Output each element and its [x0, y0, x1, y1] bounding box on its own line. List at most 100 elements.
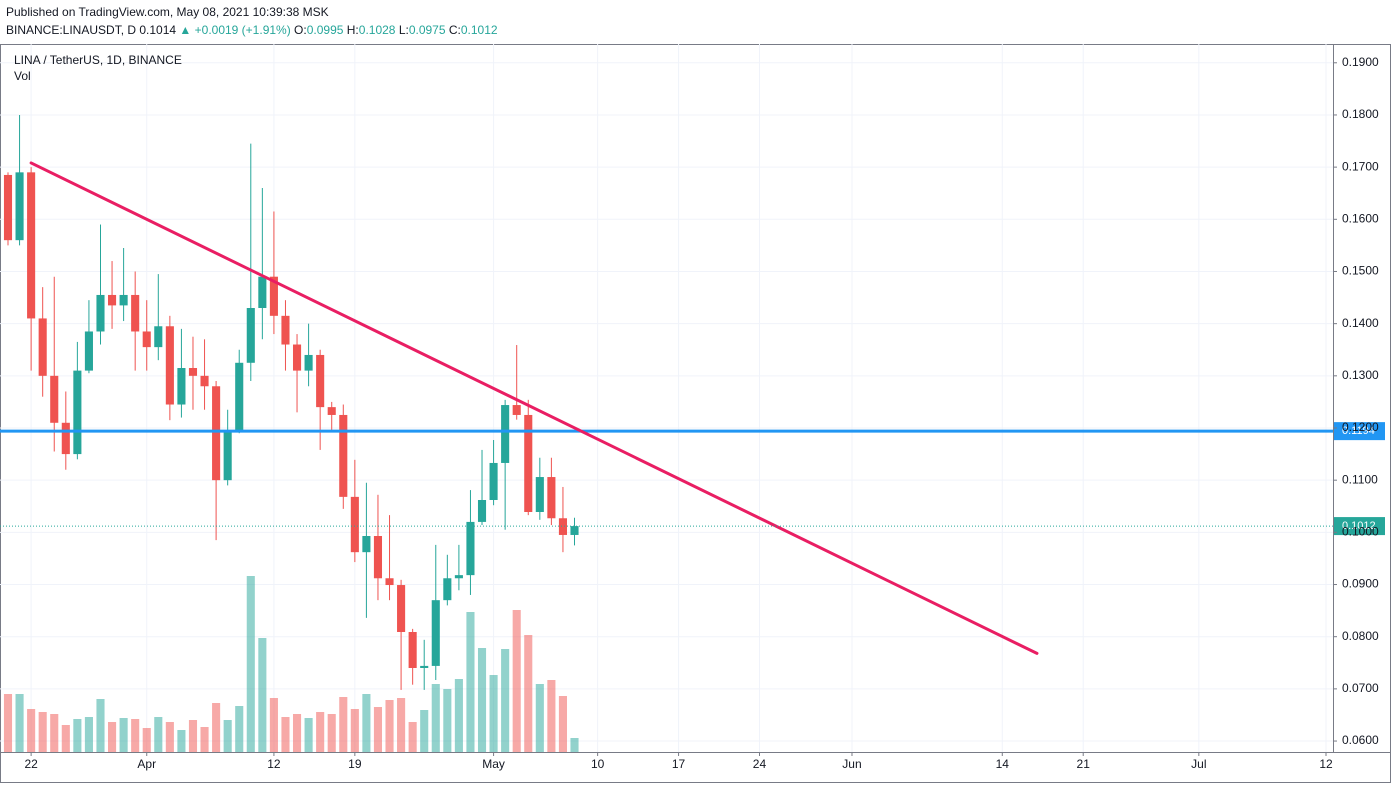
volume-bar [362, 694, 371, 752]
frame [0, 44, 1391, 783]
candle-body [269, 276, 278, 316]
x-tick-label: 17 [672, 757, 686, 771]
volume-bar [350, 709, 359, 752]
y-tick-label: 0.1800 [1342, 107, 1379, 121]
y-tick-label: 0.0900 [1342, 577, 1379, 591]
volume-bar [165, 722, 174, 752]
volume-bar [524, 635, 533, 752]
last: 0.1014 [139, 23, 177, 37]
candle-body [200, 375, 209, 387]
y-tick-label: 0.1400 [1342, 316, 1379, 330]
last-price-label: 0.1012 [1342, 520, 1376, 532]
candle-body [177, 368, 186, 405]
volume-bar [188, 720, 198, 752]
volume-bar [339, 697, 348, 752]
published: Published on TradingView.com, May 08, 20… [6, 5, 329, 19]
candle-body [489, 462, 498, 500]
volume-bar [50, 714, 59, 752]
volume-bar [570, 738, 579, 752]
volume-bar [327, 714, 336, 752]
volume-bar [512, 610, 521, 752]
candle-body [3, 174, 13, 241]
volume-bar [501, 649, 510, 752]
candle-body [466, 521, 475, 576]
candle-body [50, 375, 59, 423]
volume-bar [443, 689, 452, 752]
y-tick-label: 0.1700 [1342, 159, 1379, 173]
candle-body [165, 326, 174, 405]
y-tick-label: 0.1300 [1342, 368, 1379, 382]
x-tick-label: Jun [842, 757, 861, 771]
volume-bar [385, 700, 394, 752]
volume-bar [535, 684, 544, 752]
x-tick-label: May [482, 757, 505, 771]
candle-body [15, 172, 24, 241]
volume-bar [212, 703, 221, 752]
volume-bar [200, 727, 209, 752]
candle-body [142, 331, 151, 348]
volume-bar [269, 698, 278, 752]
y-tick-label: 0.0800 [1342, 629, 1379, 643]
o-label: O: [294, 23, 307, 37]
volume-bar [73, 719, 82, 752]
candle-body [154, 326, 163, 348]
candle-body [108, 294, 117, 306]
y-tick-label: 0.0600 [1342, 733, 1379, 747]
candle-body [339, 414, 348, 497]
candle-body [246, 308, 255, 363]
x-tick-label: 21 [1077, 757, 1091, 771]
volume-bar [61, 725, 70, 752]
symbol: BINANCE:LINAUSDT, D [6, 23, 137, 37]
candle-body [327, 407, 336, 415]
candle-body [223, 430, 232, 481]
volume-bar [477, 648, 487, 752]
x-tick-label: 19 [348, 757, 362, 771]
o-value: 0.0995 [306, 23, 344, 37]
volume-bar [292, 714, 302, 752]
x-tick-label: 12 [1319, 757, 1333, 771]
volume-bar [431, 684, 440, 752]
volume-bar [408, 722, 417, 752]
volume-bar [84, 717, 93, 752]
candle-body [547, 477, 556, 519]
change: ▲ +0.0019 (+1.91%) [179, 23, 291, 37]
candle-body [408, 632, 417, 668]
candle-body [373, 536, 383, 579]
legend-volume: Vol [14, 69, 31, 83]
volume-bar [258, 638, 267, 752]
candle-body [212, 386, 221, 481]
c-label: C: [448, 23, 461, 37]
c-value: 0.1012 [460, 23, 498, 37]
volume-bar [420, 710, 429, 752]
volume-bar [373, 707, 383, 752]
candle-body [477, 500, 487, 522]
candle-body [524, 414, 533, 512]
x-tick-label: 10 [591, 757, 605, 771]
volume-bar [38, 712, 47, 752]
candle-body [119, 294, 128, 306]
candle-body [535, 477, 544, 512]
volume-bar [466, 612, 475, 752]
volume-bar [119, 718, 128, 752]
ohlc-line: BINANCE:LINAUSDT, D 0.1014 ▲ +0.0019 (+1… [6, 21, 1386, 39]
l-label: L: [398, 23, 409, 37]
volume-bar [489, 675, 498, 752]
h-value: 0.1028 [358, 23, 396, 37]
candle-body [235, 362, 244, 431]
y-tick-label: 0.1900 [1342, 55, 1379, 69]
y-tick-label: 0.1600 [1342, 211, 1379, 225]
candle-body [350, 496, 359, 553]
volume-bar [558, 696, 567, 752]
candle-body [454, 575, 463, 579]
volume-bar [3, 694, 13, 752]
candle-body [385, 578, 394, 586]
candle-body [84, 331, 93, 371]
volume-bar [454, 679, 463, 752]
l-value: 0.0975 [408, 23, 446, 37]
candle-body [96, 294, 105, 332]
candle-body [188, 368, 198, 376]
volume-bar [246, 576, 255, 752]
x-tick-label: Jul [1191, 757, 1206, 771]
